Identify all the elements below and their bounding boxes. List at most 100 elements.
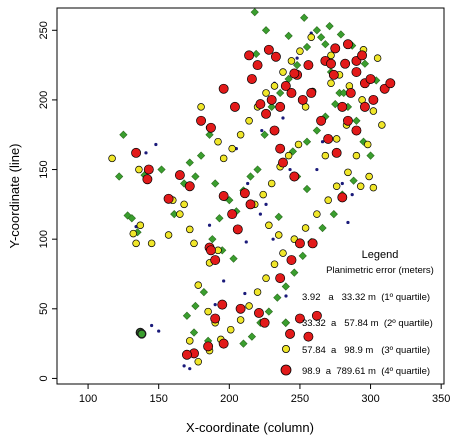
data-point-q4 <box>275 273 286 284</box>
data-point-q2 <box>261 26 271 35</box>
y-tick-label: 100 <box>38 230 50 248</box>
data-point-q3 <box>164 231 173 239</box>
data-point-q3 <box>287 57 296 65</box>
legend-entry-q4: 98.9 a 789.61 m (4º quartile) <box>302 366 430 377</box>
legend-entry-q3: 57.84 a 98.9 m (3º quartile) <box>302 345 430 356</box>
data-point-q4 <box>239 188 250 199</box>
data-point-q2 <box>290 268 299 277</box>
data-point-q2 <box>300 13 309 22</box>
data-point-q2 <box>196 151 206 160</box>
data-point-q3 <box>296 47 304 55</box>
data-point-q4 <box>266 94 277 105</box>
x-tick-label: 350 <box>432 393 450 405</box>
data-point-q4 <box>359 101 370 112</box>
data-point-q2 <box>274 212 283 221</box>
data-point-q3 <box>279 249 287 257</box>
data-point-q3 <box>176 210 184 218</box>
data-point-q4 <box>163 193 174 204</box>
x-axis-label: X-coordinate (column) <box>186 420 314 435</box>
data-point-q2 <box>247 332 257 341</box>
x-axis: 100 150 200 250 300 350 <box>79 384 450 405</box>
data-point-q2 <box>336 30 345 39</box>
data-point-q4 <box>343 115 353 126</box>
plot-frame <box>56 7 445 385</box>
data-point-q3 <box>204 307 212 316</box>
data-point-q4 <box>343 39 353 50</box>
y-axis-label: Y-coordinate (line) <box>7 143 22 248</box>
data-point-q2 <box>302 137 312 146</box>
data-point-q3 <box>129 229 138 238</box>
data-point-q4 <box>218 191 229 201</box>
data-point-q3 <box>108 154 116 163</box>
data-point-q4 <box>275 143 286 154</box>
data-point-q2 <box>215 214 224 223</box>
data-point-q4 <box>280 81 291 91</box>
data-point-q3 <box>365 172 373 181</box>
data-point-q1 <box>260 128 264 133</box>
data-point-q4 <box>345 87 356 98</box>
data-point-q4 <box>303 60 314 71</box>
data-point-q1 <box>222 279 226 283</box>
data-point-q4 <box>230 101 240 112</box>
y-tick-label: 50 <box>38 303 50 315</box>
data-point-q4 <box>337 101 348 112</box>
data-point-q4 <box>278 157 288 168</box>
legend: Legend Planimetric error (meters) 3.92 a… <box>280 249 434 377</box>
data-point-q1 <box>246 181 250 186</box>
data-point-q2 <box>127 214 136 223</box>
data-point-q4 <box>286 87 297 98</box>
data-point-q2 <box>199 287 208 297</box>
legend-title: Legend <box>362 249 399 261</box>
data-point-q3 <box>270 260 279 268</box>
data-point-q3 <box>186 337 194 345</box>
data-point-q3 <box>369 107 378 115</box>
x-tick-label: 150 <box>150 393 168 405</box>
x-tick-label: 100 <box>79 393 97 405</box>
x-tick-label: 300 <box>361 393 379 405</box>
data-point-q4 <box>210 255 221 266</box>
data-point-q3 <box>307 33 315 41</box>
data-point-q4 <box>357 50 368 61</box>
data-point-q1 <box>244 240 248 244</box>
legend-entry-q2: 33.32 a 57.84 m (2º quartile) <box>302 318 433 329</box>
data-point-q3 <box>236 130 245 139</box>
data-point-q4 <box>289 68 300 79</box>
data-point-q3 <box>327 79 335 87</box>
data-point-q4 <box>217 299 228 310</box>
data-point-q4 <box>306 87 317 98</box>
data-point-q3 <box>373 54 382 62</box>
data-point-q3 <box>228 144 236 153</box>
data-points <box>108 8 396 371</box>
data-point-q2 <box>281 282 290 291</box>
data-point-q4 <box>331 147 342 158</box>
data-point-q3 <box>135 165 143 174</box>
data-point-q3 <box>136 221 145 229</box>
data-point-q2 <box>312 26 321 35</box>
data-point-q3 <box>259 190 267 199</box>
data-point-q2 <box>182 311 192 320</box>
data-point-q3 <box>324 196 332 204</box>
data-point-q2 <box>253 165 262 174</box>
data-point-q1 <box>154 142 158 147</box>
data-point-q4 <box>206 245 216 256</box>
data-point-q2 <box>366 151 375 160</box>
data-point-q1 <box>258 212 262 216</box>
data-point-q3 <box>236 316 245 324</box>
data-point-q4 <box>254 308 264 318</box>
data-point-q2 <box>252 49 261 59</box>
data-point-q2 <box>239 339 248 348</box>
data-point-q3 <box>356 182 365 191</box>
data-point-q2 <box>293 60 302 70</box>
data-point-q3 <box>301 224 310 232</box>
data-point-q4 <box>297 94 308 105</box>
data-point-q2 <box>157 165 166 174</box>
data-point-q2 <box>302 184 312 194</box>
data-point-q1 <box>340 181 344 186</box>
data-point-q2 <box>317 33 326 42</box>
data-point-q2 <box>229 254 238 263</box>
data-point-q2 <box>284 74 293 84</box>
data-point-q3 <box>245 117 253 125</box>
data-point-q3 <box>197 103 205 111</box>
data-point-q3 <box>332 135 341 143</box>
